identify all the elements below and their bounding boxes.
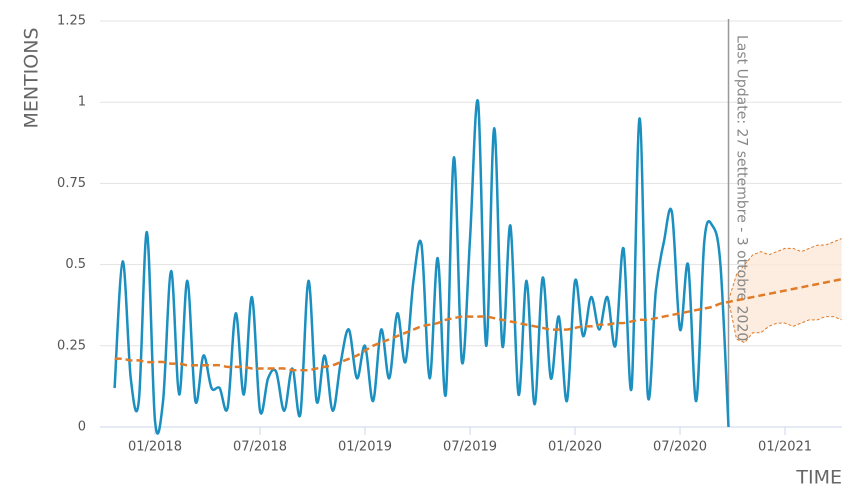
x-tick-label: 01/2020 xyxy=(548,440,602,455)
y-tick-label: 1 xyxy=(78,95,86,110)
y-tick-label: 0.5 xyxy=(65,257,86,272)
x-tick-label: 07/2018 xyxy=(233,440,287,455)
y-tick-label: 1.25 xyxy=(57,14,86,29)
series-line xyxy=(114,277,842,372)
y-axis-title: MENTIONS xyxy=(21,27,43,128)
x-tick-label: 07/2019 xyxy=(443,440,497,455)
x-tick-label: 01/2019 xyxy=(338,440,392,455)
x-tick-label: 01/2021 xyxy=(758,440,812,455)
x-axis-title: TIME xyxy=(795,467,842,489)
y-tick-label: 0.25 xyxy=(57,338,86,353)
series-line xyxy=(113,99,730,435)
x-tick-label: 07/2020 xyxy=(653,440,707,455)
last-update-annotation: Last Update: 27 settembre - 3 ottobre 20… xyxy=(734,35,750,341)
band-upper xyxy=(728,238,842,301)
x-tick-label: 01/2018 xyxy=(128,440,182,455)
band-lower xyxy=(728,300,842,344)
y-tick-label: 0 xyxy=(78,420,86,435)
y-tick-label: 0.75 xyxy=(57,176,86,191)
